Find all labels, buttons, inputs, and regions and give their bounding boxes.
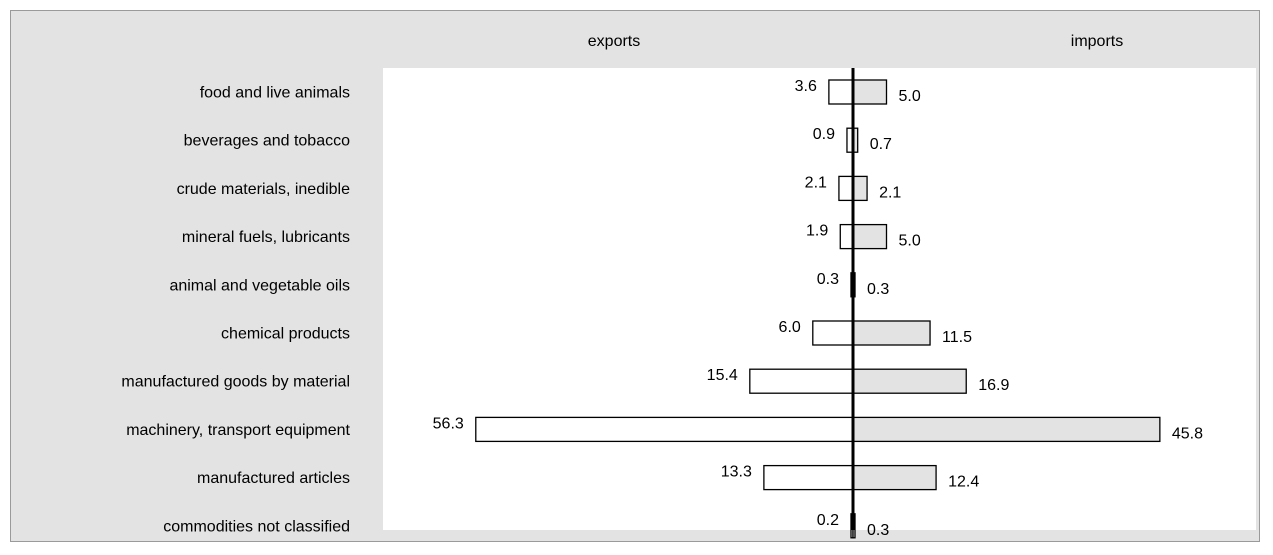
category-label: animal and vegetable oils (169, 277, 350, 294)
category-label: chemical products (221, 326, 350, 343)
import-value-label: 0.3 (867, 522, 889, 539)
export-bar (812, 320, 854, 346)
import-value-label: 16.9 (978, 377, 1009, 394)
import-value-label: 12.4 (948, 474, 979, 491)
exports-header: exports (588, 33, 640, 50)
category-label: food and live animals (200, 85, 350, 102)
category-label: manufactured goods by material (121, 374, 350, 391)
import-value-label: 0.7 (870, 136, 892, 153)
export-bar (475, 416, 854, 443)
category-label: machinery, transport equipment (126, 422, 350, 439)
import-value-label: 5.0 (899, 233, 921, 250)
import-value-label: 2.1 (879, 184, 901, 201)
export-value-label: 0.2 (817, 512, 839, 529)
imports-header: imports (1071, 33, 1123, 50)
plot-area (383, 68, 1256, 530)
import-bar (852, 175, 868, 202)
category-labels: food and live animals beverages and tobac… (121, 85, 350, 536)
import-bar (852, 464, 937, 491)
import-value-label: 5.0 (899, 88, 921, 105)
export-value-label: 1.9 (806, 223, 828, 240)
export-bar (838, 175, 854, 202)
export-value-label: 0.3 (817, 271, 839, 288)
category-label: beverages and tobacco (184, 133, 350, 150)
category-label: commodities not classified (163, 518, 350, 535)
category-label: crude materials, inedible (177, 181, 351, 198)
import-value-label: 11.5 (942, 329, 972, 346)
import-bar (852, 368, 967, 394)
import-bar (852, 416, 1161, 443)
category-label: manufactured articles (197, 470, 350, 487)
export-bar (828, 79, 854, 105)
import-bar (852, 320, 931, 346)
import-bar (852, 79, 888, 105)
export-bar (763, 464, 854, 491)
bars (475, 79, 1161, 539)
value-labels: 3.6 5.0 0.9 0.7 2.1 2.1 1.9 5.0 0.3 0.3 6.0 11.5 15.… (433, 78, 1203, 539)
export-value-label: 6.0 (779, 319, 801, 336)
import-value-label: 0.3 (867, 281, 889, 298)
export-bar (839, 223, 854, 250)
export-value-label: 13.3 (721, 464, 752, 481)
export-bar (749, 368, 854, 394)
import-value-label: 45.8 (1172, 425, 1203, 442)
category-label: mineral fuels, lubricants (182, 229, 350, 246)
import-bar (852, 223, 888, 250)
export-value-label: 2.1 (805, 174, 827, 191)
export-value-label: 15.4 (707, 367, 738, 384)
export-value-label: 56.3 (433, 415, 464, 432)
export-value-label: 3.6 (795, 78, 817, 95)
export-value-label: 0.9 (813, 126, 835, 143)
